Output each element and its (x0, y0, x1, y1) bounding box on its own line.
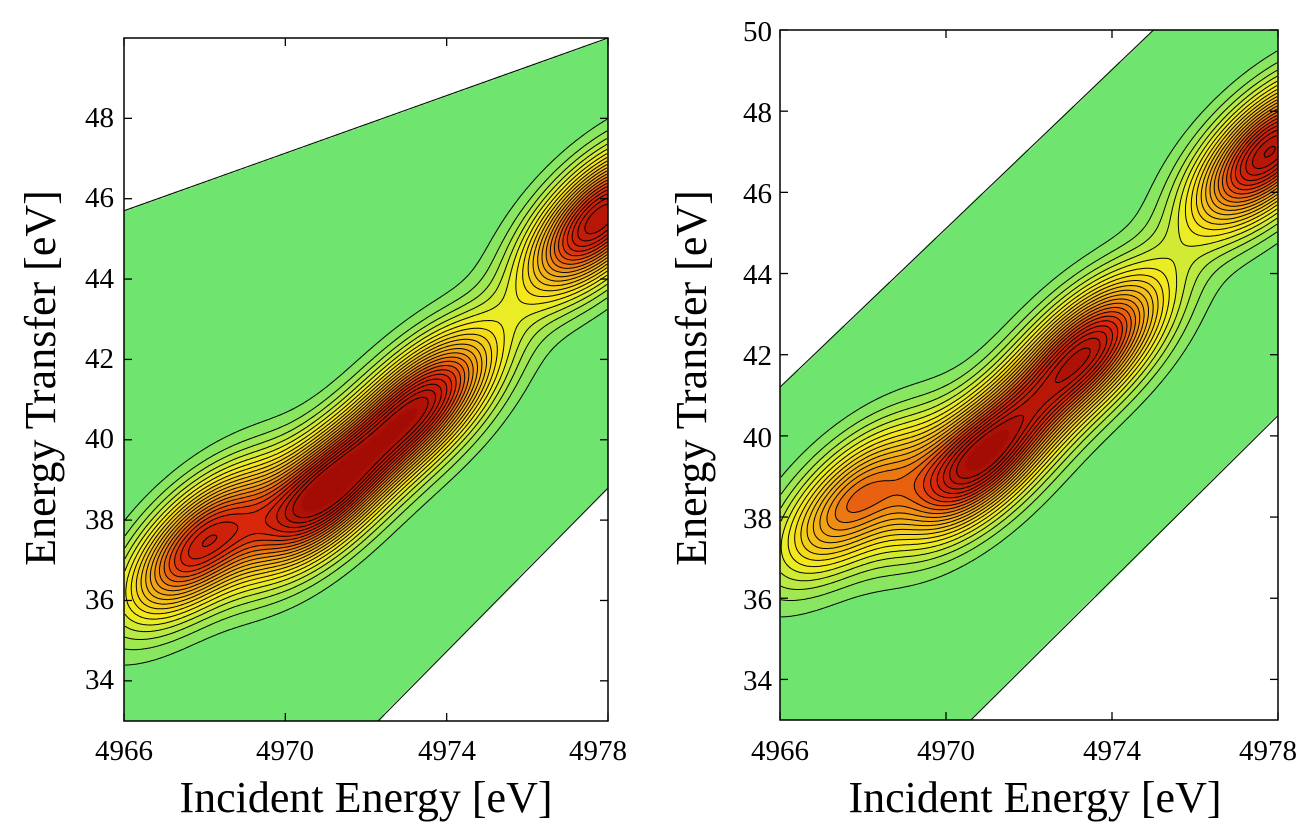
region-boundary (970, 415, 1278, 720)
left-ytick-label: 46 (85, 182, 114, 214)
contour-line (180, 189, 608, 567)
region-boundary (124, 38, 608, 212)
contour-line (174, 186, 608, 573)
right-ytick-label: 36 (743, 584, 772, 616)
contour-line (826, 105, 1278, 531)
left-y-axis-label: Energy Transfer [eV] (16, 190, 65, 566)
right-xtick-label: 4978 (1239, 735, 1297, 767)
contour-line (812, 99, 1278, 544)
right-contour-fill (780, 30, 1278, 720)
contour-line (819, 102, 1278, 538)
left-xtick-label: 4966 (95, 735, 153, 767)
contour-line (154, 173, 608, 592)
right-ytick-label: 42 (743, 340, 772, 372)
left-contour-lines (124, 38, 608, 721)
contour-line (936, 125, 1278, 494)
left-contour-plot: 34 36 38 40 42 44 46 48 4966 4970 4974 4… (16, 37, 627, 822)
right-x-axis-label: Incident Energy [eV] (848, 773, 1221, 822)
right-xtick-label: 4970 (917, 735, 975, 767)
right-y-axis-label: Energy Transfer [eV] (667, 190, 716, 566)
contour-line (135, 160, 608, 610)
region-boundary (780, 30, 1154, 388)
left-ytick-label: 34 (85, 664, 115, 696)
contour-line (284, 203, 608, 524)
contour-line (780, 62, 1278, 601)
contour-line (800, 92, 1278, 555)
contour-line (158, 176, 608, 587)
contour-line (806, 96, 1278, 550)
contour-line (124, 138, 608, 640)
left-plot-frame (123, 37, 609, 722)
contour-line (930, 121, 1278, 499)
contour-line (130, 157, 608, 615)
right-ytick-label: 48 (743, 97, 772, 129)
contour-line (780, 50, 1278, 618)
left-ytick-label: 36 (85, 584, 114, 616)
contour-line (787, 85, 1278, 568)
left-xtick-label: 4974 (418, 735, 477, 767)
contour-line (125, 153, 608, 620)
right-contour-lines (780, 30, 1278, 720)
right-plot-frame (779, 29, 1279, 721)
contour-line (942, 129, 1278, 490)
right-contour-plot: 34 36 38 40 42 44 46 48 50 4966 4970 497… (667, 16, 1297, 822)
right-ytick-label: 44 (743, 259, 773, 291)
right-tick-marks (779, 29, 1279, 720)
contour-line (780, 80, 1278, 574)
contour-line (949, 135, 1278, 485)
right-ytick-label: 34 (743, 665, 773, 697)
contour-line (292, 396, 429, 519)
right-ytick-label: 50 (743, 16, 772, 48)
contour-line (188, 193, 608, 560)
right-xtick-label: 4974 (1083, 735, 1142, 767)
contour-line (163, 179, 608, 583)
right-ytick-label: 40 (743, 422, 772, 454)
contour-line (124, 143, 608, 633)
contour-line (124, 148, 608, 626)
left-ytick-label: 48 (85, 102, 114, 134)
contour-line (846, 111, 1278, 513)
left-ytick-label: 44 (85, 263, 115, 295)
region-boundary (377, 487, 608, 721)
contour-line (923, 118, 1278, 503)
right-ytick-label: 46 (743, 178, 772, 210)
left-ytick-label: 38 (85, 504, 114, 536)
left-contour-fill (124, 38, 608, 721)
right-xtick-label: 4966 (751, 735, 809, 767)
contour-line (168, 182, 608, 578)
left-tick-marks (123, 38, 609, 721)
contour-line (956, 145, 1276, 479)
contour-line (145, 167, 608, 601)
left-xtick-label: 4970 (256, 735, 314, 767)
contour-line (124, 130, 608, 651)
left-ytick-label: 40 (85, 423, 114, 455)
contour-line (780, 69, 1278, 590)
contour-line (780, 75, 1278, 582)
left-x-axis-label: Incident Energy [eV] (179, 773, 552, 822)
left-ytick-label: 42 (85, 343, 114, 375)
contour-line (149, 170, 608, 596)
contour-line (124, 118, 608, 666)
contour-line (140, 164, 608, 605)
contour-line (794, 89, 1278, 561)
right-ytick-label: 38 (743, 503, 772, 535)
contour-line (913, 114, 1278, 507)
left-xtick-label: 4978 (569, 735, 627, 767)
